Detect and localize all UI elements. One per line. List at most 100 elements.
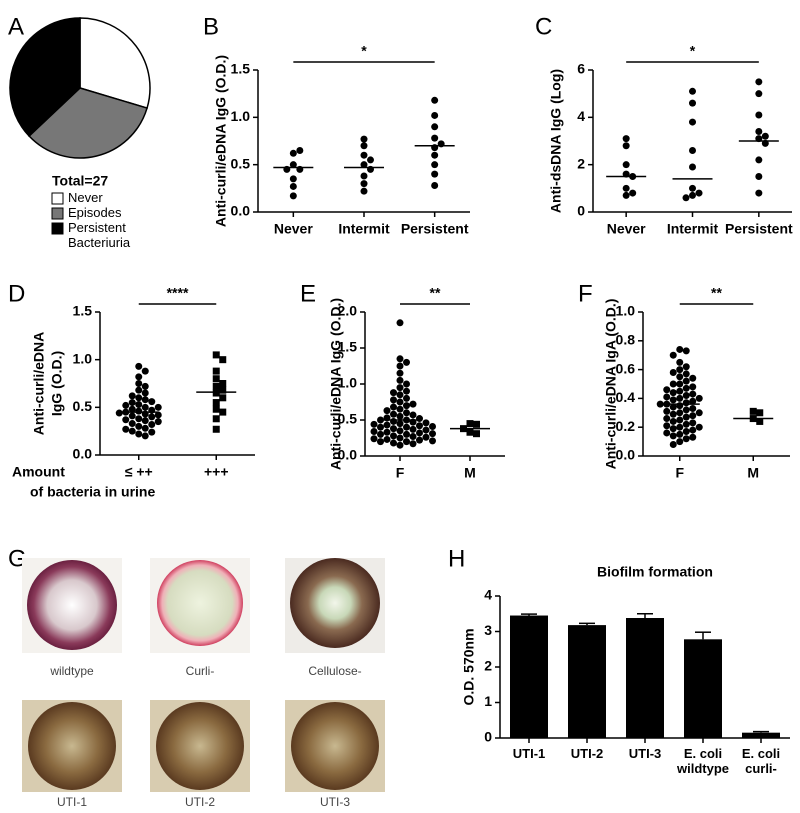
data-point bbox=[212, 351, 220, 359]
y-tick-label: 1.0 bbox=[73, 350, 93, 366]
data-point bbox=[429, 422, 436, 430]
data-point bbox=[367, 156, 374, 164]
data-point bbox=[669, 425, 677, 433]
panel-letter: E bbox=[300, 280, 316, 307]
y-tick-label: 6 bbox=[577, 61, 585, 77]
data-point bbox=[431, 151, 439, 159]
y-axis-label: Anti-curli/eDNA bbox=[31, 332, 47, 435]
data-point bbox=[669, 351, 677, 359]
x-tick-label: M bbox=[747, 465, 759, 481]
x-tick-label: Intermit bbox=[338, 221, 390, 237]
data-point bbox=[377, 423, 384, 431]
colony bbox=[290, 558, 380, 648]
data-point bbox=[431, 134, 439, 142]
data-point bbox=[154, 411, 162, 419]
y-tick-label: 4 bbox=[484, 587, 492, 603]
data-point bbox=[390, 432, 397, 440]
y-tick-label: 0.5 bbox=[231, 155, 251, 171]
data-point bbox=[360, 172, 368, 180]
data-point bbox=[296, 146, 304, 154]
data-point bbox=[212, 399, 220, 407]
data-point bbox=[403, 358, 410, 366]
panel-letter: C bbox=[535, 13, 552, 40]
data-point bbox=[663, 393, 671, 401]
y-tick-label: 1.5 bbox=[338, 339, 358, 355]
significance-label: * bbox=[690, 43, 696, 59]
data-point bbox=[755, 78, 763, 86]
data-point bbox=[689, 433, 697, 441]
y-tick-label: 0 bbox=[484, 729, 492, 745]
data-point bbox=[403, 402, 410, 410]
data-point bbox=[629, 189, 637, 197]
data-point bbox=[390, 439, 397, 447]
bar bbox=[568, 625, 606, 738]
data-point bbox=[212, 367, 220, 375]
data-point bbox=[141, 396, 149, 404]
data-point bbox=[383, 407, 391, 415]
y-tick-label: 1 bbox=[484, 693, 492, 709]
data-point bbox=[383, 421, 391, 429]
image-label: Curli- bbox=[186, 664, 215, 678]
y-tick-label: 3 bbox=[484, 622, 492, 638]
data-point bbox=[695, 409, 703, 417]
data-point bbox=[396, 319, 404, 327]
data-point bbox=[689, 118, 696, 126]
data-point bbox=[289, 182, 297, 190]
data-point bbox=[416, 436, 423, 444]
data-point bbox=[360, 180, 368, 188]
data-point bbox=[622, 135, 630, 143]
data-point bbox=[422, 426, 430, 434]
data-point bbox=[416, 422, 423, 430]
data-point bbox=[396, 412, 404, 420]
data-point bbox=[212, 375, 220, 383]
data-point bbox=[663, 429, 671, 437]
data-point bbox=[689, 191, 696, 199]
data-point bbox=[749, 407, 757, 415]
significance-label: * bbox=[361, 43, 367, 59]
data-point bbox=[761, 132, 769, 140]
data-point bbox=[396, 369, 404, 377]
data-point bbox=[466, 428, 474, 436]
data-point bbox=[403, 430, 410, 438]
data-point bbox=[377, 430, 384, 438]
colony bbox=[156, 702, 244, 790]
data-point bbox=[403, 409, 410, 417]
data-point bbox=[135, 380, 143, 387]
data-point bbox=[212, 382, 220, 390]
data-point bbox=[289, 175, 297, 183]
data-point bbox=[466, 420, 474, 428]
x-tick-label: Never bbox=[274, 221, 313, 237]
data-point bbox=[676, 402, 684, 410]
data-point bbox=[396, 427, 404, 435]
colony-images bbox=[22, 558, 385, 792]
data-point bbox=[212, 389, 220, 397]
data-point bbox=[669, 380, 677, 388]
y-axis-label: Anti-curli/eDNA IgA (O.D.) bbox=[603, 299, 619, 470]
y-tick-label: 1.5 bbox=[73, 303, 93, 319]
data-point bbox=[383, 435, 391, 443]
data-point bbox=[755, 173, 763, 180]
data-point bbox=[135, 386, 143, 394]
panel-letter: A bbox=[8, 13, 24, 40]
data-point bbox=[396, 441, 404, 449]
data-point bbox=[128, 399, 136, 407]
data-point bbox=[682, 377, 690, 385]
data-point bbox=[682, 406, 690, 414]
data-point bbox=[219, 356, 227, 364]
y-tick-label: 0.8 bbox=[616, 332, 636, 348]
significance-label: **** bbox=[167, 285, 189, 301]
data-point bbox=[128, 420, 136, 428]
data-point bbox=[122, 416, 130, 424]
data-point bbox=[689, 397, 697, 405]
y-axis-label: Anti-curli/eDNA IgG (O.D.) bbox=[213, 55, 229, 227]
data-point bbox=[409, 425, 417, 433]
y-tick-label: 0.0 bbox=[338, 447, 358, 463]
data-point bbox=[390, 425, 397, 433]
data-point bbox=[148, 398, 156, 406]
legend-swatch bbox=[51, 192, 64, 205]
x-axis-label: of bacteria in urine bbox=[30, 484, 155, 500]
pie-slice bbox=[9, 17, 81, 138]
data-point bbox=[669, 403, 677, 411]
data-point bbox=[689, 99, 696, 107]
data-point bbox=[135, 422, 143, 430]
